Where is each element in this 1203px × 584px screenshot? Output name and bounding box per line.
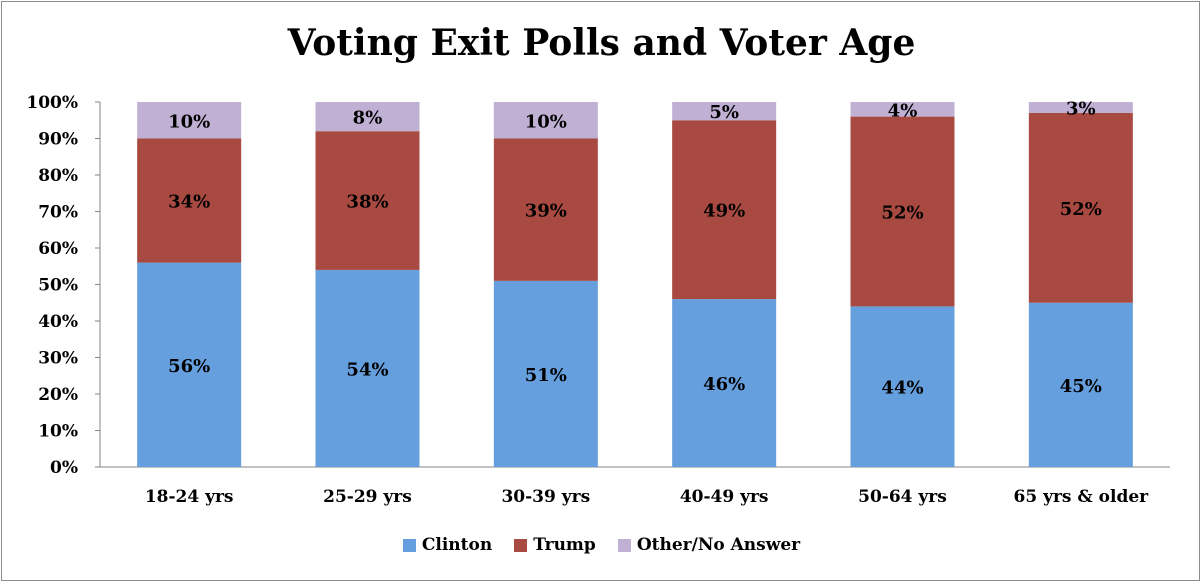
y-tick-label: 10% — [38, 422, 78, 442]
legend-swatch-trump — [514, 538, 528, 552]
y-tick-label: 80% — [38, 166, 78, 186]
bar-segment-other-no-answer — [315, 102, 420, 132]
x-tick-label: 25-29 yrs — [323, 487, 412, 507]
y-tick-label: 60% — [38, 239, 78, 259]
y-tick-label: 0% — [50, 458, 78, 478]
legend-item-trump: Trump — [514, 535, 596, 555]
x-tick-label: 50-64 yrs — [858, 487, 947, 507]
data-label: 4% — [888, 100, 918, 121]
data-label: 5% — [709, 102, 739, 123]
y-tick-label: 20% — [38, 385, 78, 405]
bar-segment-trump — [850, 116, 955, 307]
data-label: 34% — [168, 192, 210, 213]
bar-segment-trump — [493, 138, 598, 281]
data-label: 49% — [703, 201, 745, 222]
bar-segment-other-no-answer — [493, 102, 598, 139]
legend: Clinton Trump Other/No Answer — [0, 535, 1203, 555]
legend-label-trump: Trump — [533, 535, 596, 555]
y-tick-label: 100% — [26, 93, 78, 113]
bar-segment-trump — [315, 131, 420, 270]
data-label: 39% — [525, 201, 567, 222]
bar-segment-other-no-answer — [850, 102, 955, 117]
data-label: 44% — [881, 378, 923, 399]
x-tick-label: 18-24 yrs — [145, 487, 234, 507]
bar-segment-clinton — [493, 280, 598, 467]
bar-segment-clinton — [1028, 302, 1133, 467]
data-label: 56% — [168, 356, 210, 377]
data-label: 52% — [881, 203, 923, 224]
y-tick-label: 40% — [38, 312, 78, 332]
legend-label-clinton: Clinton — [421, 535, 493, 555]
y-tick-label: 90% — [38, 130, 78, 150]
y-tick-label: 70% — [38, 203, 78, 223]
bar-segment-trump — [1028, 112, 1133, 303]
data-label: 45% — [1060, 376, 1102, 397]
data-label: 8% — [353, 108, 383, 129]
y-tick-label: 50% — [38, 276, 78, 296]
data-label: 38% — [346, 192, 388, 213]
x-tick-label: 65 yrs & older — [1014, 487, 1150, 507]
legend-swatch-clinton — [402, 538, 416, 552]
bar-segment-trump — [137, 138, 242, 263]
data-label: 10% — [525, 111, 567, 132]
data-label: 46% — [703, 374, 745, 395]
bar-segment-other-no-answer — [1028, 102, 1133, 113]
y-tick-label: 30% — [38, 349, 78, 369]
legend-label-other: Other/No Answer — [636, 535, 801, 555]
x-tick-label: 40-49 yrs — [680, 487, 769, 507]
x-tick-label: 30-39 yrs — [501, 487, 590, 507]
legend-item-other: Other/No Answer — [617, 535, 801, 555]
data-label: 3% — [1066, 98, 1096, 119]
legend-item-clinton: Clinton — [402, 535, 493, 555]
data-label: 54% — [346, 359, 388, 380]
data-label: 51% — [525, 365, 567, 386]
bar-segment-clinton — [315, 269, 420, 467]
bar-segment-other-no-answer — [137, 102, 242, 139]
bar-segment-trump — [672, 120, 777, 300]
bar-segment-other-no-answer — [672, 102, 777, 121]
data-label: 10% — [168, 111, 210, 132]
data-label: 52% — [1060, 199, 1102, 220]
legend-swatch-other — [617, 538, 631, 552]
chart-title: Voting Exit Polls and Voter Age — [287, 22, 916, 64]
bar-segment-clinton — [672, 299, 777, 467]
bar-segment-clinton — [850, 306, 955, 467]
bar-segment-clinton — [137, 262, 242, 467]
